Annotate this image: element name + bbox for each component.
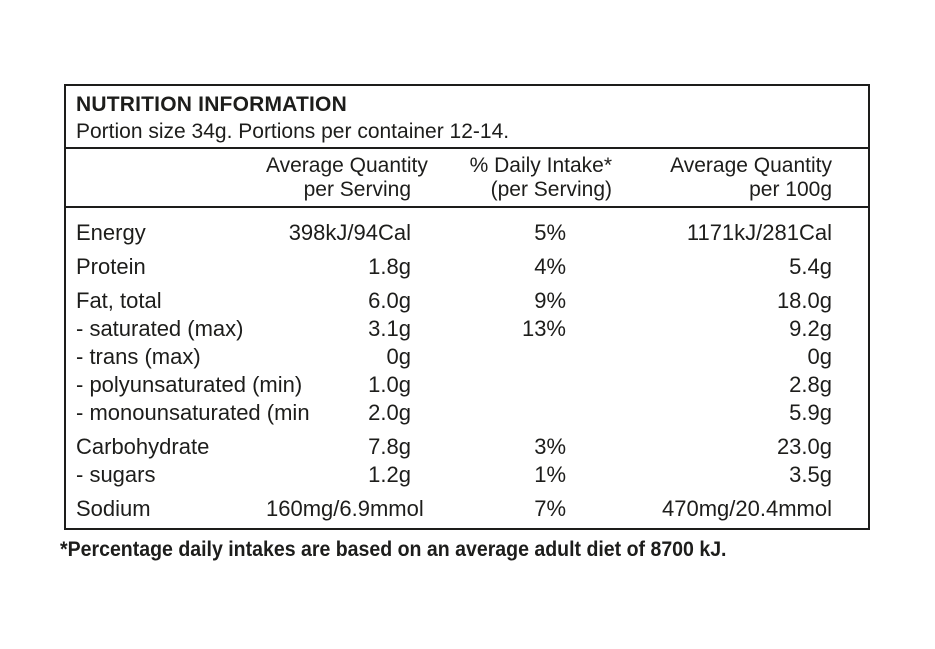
table-row-energy: Energy 398kJ/94Cal 5% 1171kJ/281Cal — [66, 219, 868, 247]
column-header-per-serving-line1: Average Quantity — [266, 154, 428, 177]
column-header-daily-intake-line1: % Daily Intake* — [469, 154, 612, 177]
row-label: - monounsaturated (min — [76, 400, 310, 425]
table-row-saturated: - saturated (max) 3.1g 13% 9.2g — [66, 315, 868, 343]
value-per-serving: 1.8g — [368, 254, 411, 279]
table-row-polyunsaturated: - polyunsaturated (min) 1.0g 2.8g — [66, 371, 868, 399]
table-row-protein: Protein 1.8g 4% 5.4g — [66, 253, 868, 281]
value-per-serving: 160mg/6.9mmol — [266, 496, 424, 521]
value-per-serving: 1.2g — [368, 462, 411, 487]
value-per-serving: 7.8g — [368, 434, 411, 459]
value-per-100g: 5.4g — [789, 254, 832, 279]
row-label: - sugars — [76, 462, 156, 487]
value-per-serving: 1.0g — [368, 372, 411, 397]
value-per-100g: 1171kJ/281Cal — [686, 220, 832, 245]
column-header-row: Average Quantity per Serving % Daily Int… — [66, 149, 868, 208]
row-label: - polyunsaturated (min) — [76, 372, 303, 397]
value-daily-intake: 1% — [534, 462, 566, 487]
table-row-monounsaturated: - monounsaturated (min 2.0g 5.9g — [66, 399, 868, 427]
column-header-daily-intake-line2: (per Serving) — [490, 178, 612, 201]
value-daily-intake: 4% — [534, 254, 566, 279]
column-header-per-100g-line2: per 100g — [749, 178, 832, 201]
value-per-100g: 3.5g — [789, 462, 832, 487]
value-per-serving: 398kJ/94Cal — [288, 220, 411, 245]
value-daily-intake: 5% — [534, 220, 566, 245]
row-label: - saturated (max) — [76, 316, 244, 341]
value-daily-intake — [411, 371, 566, 399]
table-row-carbohydrate: Carbohydrate 7.8g 3% 23.0g — [66, 433, 868, 461]
daily-intake-footnote: *Percentage daily intakes are based on a… — [60, 538, 727, 561]
value-daily-intake: 3% — [534, 434, 566, 459]
value-daily-intake — [411, 399, 566, 427]
value-per-100g: 23.0g — [776, 434, 832, 459]
column-header-daily-intake: % Daily Intake* (per Serving) — [457, 154, 612, 202]
value-daily-intake — [411, 343, 566, 371]
column-header-per-100g: Average Quantity per 100g — [566, 154, 868, 202]
panel-header: NUTRITION INFORMATION Portion size 34g. … — [66, 86, 868, 149]
table-row-sodium: Sodium 160mg/6.9mmol 7% 470mg/20.4mmol — [66, 495, 868, 523]
value-per-100g: 2.8g — [789, 372, 832, 397]
panel-title: NUTRITION INFORMATION — [76, 93, 347, 116]
table-row-trans: - trans (max) 0g 0g — [66, 343, 868, 371]
row-label: Fat, total — [76, 288, 162, 313]
nutrition-table-body: Energy 398kJ/94Cal 5% 1171kJ/281Cal Prot… — [66, 208, 868, 528]
value-per-serving: 2.0g — [368, 400, 411, 425]
value-daily-intake: 9% — [534, 288, 566, 313]
column-header-per-serving: Average Quantity per Serving — [266, 154, 428, 202]
column-header-per-100g-line1: Average Quantity — [670, 154, 832, 177]
portion-info: Portion size 34g. Portions per container… — [76, 120, 510, 143]
value-per-100g: 0g — [807, 344, 832, 369]
value-per-serving: 0g — [386, 344, 411, 369]
value-per-100g: 5.9g — [789, 400, 832, 425]
value-per-100g: 9.2g — [789, 316, 832, 341]
value-daily-intake: 7% — [534, 496, 566, 521]
nutrition-panel: NUTRITION INFORMATION Portion size 34g. … — [64, 84, 870, 530]
row-label: Carbohydrate — [76, 434, 210, 459]
value-daily-intake: 13% — [521, 316, 566, 341]
table-row-sugars: - sugars 1.2g 1% 3.5g — [66, 461, 868, 489]
value-per-100g: 18.0g — [776, 288, 832, 313]
row-label: Protein — [76, 254, 146, 279]
table-row-fat-total: Fat, total 6.0g 9% 18.0g — [66, 287, 868, 315]
value-per-serving: 3.1g — [368, 316, 411, 341]
row-label: Energy — [76, 220, 146, 245]
value-per-100g: 470mg/20.4mmol — [662, 496, 832, 521]
row-label: - trans (max) — [76, 344, 201, 369]
column-header-per-serving-line2: per Serving — [303, 178, 411, 201]
value-per-serving: 6.0g — [368, 288, 411, 313]
row-label: Sodium — [76, 496, 151, 521]
